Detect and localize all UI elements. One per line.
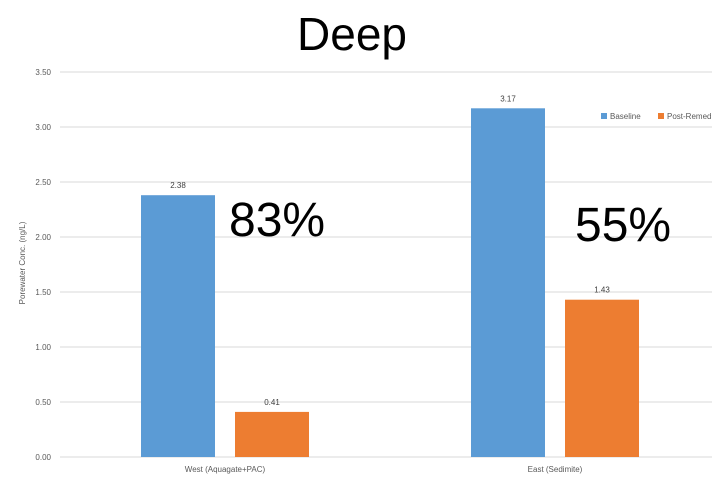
bar-post-remed-1 <box>565 299 639 457</box>
data-labels: 2.38 0.41 3.17 1.43 <box>170 94 610 407</box>
data-label: 0.41 <box>264 398 280 407</box>
data-label: 3.17 <box>500 94 516 103</box>
bar-baseline-0 <box>141 195 215 457</box>
bars <box>141 108 639 458</box>
y-tick-label: 2.50 <box>35 178 51 187</box>
annotations: 83% 55% <box>229 194 671 252</box>
data-label: 2.38 <box>170 181 186 190</box>
bar-baseline-1 <box>471 108 545 458</box>
legend-swatch-post-remed <box>658 113 664 119</box>
legend-label: Post-Remed <box>667 112 711 121</box>
data-label: 1.43 <box>594 286 610 295</box>
legend: Baseline Post-Remed <box>601 112 711 121</box>
y-axis-label: Porewater Conc. (ng/L) <box>18 221 27 304</box>
y-tick-label: 1.00 <box>35 343 51 352</box>
y-tick-label: 3.50 <box>35 68 51 77</box>
x-tick-label: East (Sedimite) <box>528 465 583 474</box>
x-axis-ticks: West (Aquagate+PAC) East (Sedimite) <box>185 465 583 474</box>
percent-reduction-annotation: 55% <box>575 199 671 252</box>
y-tick-label: 0.50 <box>35 398 51 407</box>
bar-post-remed-0 <box>235 411 309 457</box>
x-tick-label: West (Aquagate+PAC) <box>185 465 266 474</box>
chart-title: Deep <box>297 8 407 60</box>
y-tick-label: 2.00 <box>35 233 51 242</box>
y-tick-label: 3.00 <box>35 123 51 132</box>
legend-label: Baseline <box>610 112 641 121</box>
y-tick-label: 1.50 <box>35 288 51 297</box>
y-tick-label: 0.00 <box>35 453 51 462</box>
y-axis-ticks: 0.00 0.50 1.00 1.50 2.00 2.50 3.00 3.50 <box>35 68 51 462</box>
percent-reduction-annotation: 83% <box>229 194 325 247</box>
legend-swatch-baseline <box>601 113 607 119</box>
